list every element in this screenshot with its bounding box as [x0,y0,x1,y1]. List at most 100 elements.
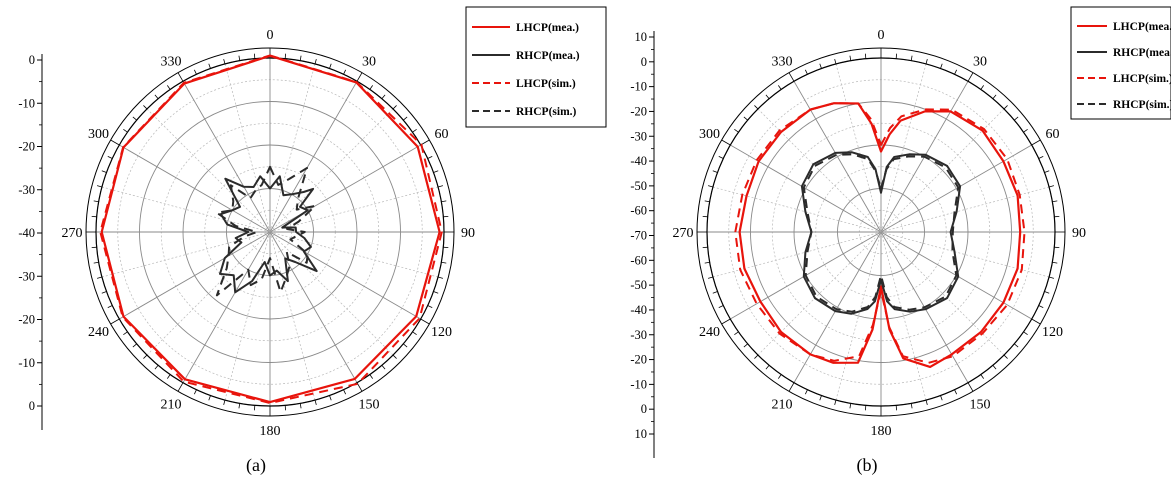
grid-spoke [224,231,271,401]
angle-label: 150 [970,397,991,412]
angle-tick [96,276,103,279]
radial-tick-label: -30 [630,129,647,143]
series-line-rhcp-mea [800,151,962,315]
angle-tick [712,291,718,294]
grid-spoke [146,231,271,356]
angle-tick [804,389,808,395]
angle-tick [403,343,408,348]
angle-label: 60 [1045,127,1059,142]
angle-tick [154,365,159,370]
angle-tick [238,403,241,409]
angle-tick [177,382,184,392]
angle-tick [849,403,852,409]
radial-tick-label: 0 [641,402,647,416]
angle-tick [177,72,184,82]
angle-tick [299,55,302,61]
grid-spoke [757,231,882,356]
angle-tick [1048,276,1055,279]
legend-label: RHCP(mea.) [1113,47,1171,59]
legend-label: LHCP(mea.) [516,22,579,34]
legend-label: LHCP(sim.) [516,78,576,90]
angle-tick [433,291,439,294]
angle-label: 30 [973,55,987,70]
radial-tick-label: -30 [630,328,647,342]
angle-tick [223,399,226,406]
angle-tick [819,395,822,401]
polar-chart-b: 0 30 60 90 120 150 180 210 240 270 300 330 10 0 -10 -20… [630,6,1171,476]
angle-tick [1014,116,1019,121]
grid-spoke [101,186,271,233]
legend-label: RHCP(sim.) [1113,99,1171,111]
angle-tick [193,69,197,75]
series-line-rhcp-sim [802,153,960,313]
grid-spoke [182,231,271,383]
angle-tick [1038,155,1044,159]
radial-tick-label: -10 [630,80,647,94]
angle-tick [910,403,913,409]
angle-tick [707,276,714,279]
radial-tick-label: -50 [630,278,647,292]
angle-tick [123,129,128,133]
angle-tick [980,85,984,90]
angle-tick [107,155,113,159]
angle-label: 330 [161,55,182,70]
grid-spoke [101,231,271,278]
series-line-lhcp-mea [738,102,1022,368]
radial-tick-label: -10 [18,356,35,370]
radial-tick-label: -60 [630,253,647,267]
angle-tick [940,63,943,69]
angle-tick [314,399,317,406]
polar-grid [696,47,1066,417]
angle-tick [1003,105,1008,110]
angle-tick [412,331,417,335]
angle-tick [992,365,997,370]
angle-label: 330 [772,55,793,70]
angle-tick [992,94,997,99]
polar-chart-a: 0 30 60 90 120 150 180 210 240 270 300 330 0 -10 -20 -3… [18,6,607,476]
angle-label: 300 [699,127,720,142]
radial-tick-label: 10 [635,427,648,441]
angle-tick [1052,261,1058,264]
angle-tick [1014,343,1019,348]
angle-tick [420,318,430,325]
angle-tick [734,331,739,335]
series-line-lhcp-mea [100,54,441,404]
legend: LHCP(mea.) RHCP(mea.) LHCP(sim.) RHCP(sim.) [1070,6,1171,120]
angle-tick [967,72,974,82]
angle-tick [299,403,302,409]
angle-tick [107,305,113,309]
radial-tick-label: -20 [18,140,35,154]
angle-tick [967,382,974,392]
angle-label: 270 [673,226,694,241]
radial-tick-label: -10 [18,96,35,110]
angle-tick [925,399,928,406]
radial-tick-label: -60 [630,204,647,218]
series-line-lhcp-sim [99,54,443,404]
grid-spoke [793,81,882,233]
grid-spoke [835,231,882,401]
angle-tick [1044,291,1050,294]
angle-tick [718,305,724,309]
radial-tick-label: -20 [630,353,647,367]
angle-label: 120 [1042,325,1063,340]
angle-tick [1023,129,1028,133]
angle-label: 90 [1072,226,1086,241]
angle-tick [208,63,211,69]
angle-tick [101,170,107,173]
angle-tick [143,354,148,359]
angle-label: 210 [161,397,182,412]
radial-tick-label: 0 [29,399,35,413]
grid-spoke [269,81,358,233]
angle-tick [954,389,958,395]
grid-spoke [269,63,316,233]
angle-tick [356,382,363,392]
angle-tick [778,374,782,379]
angle-tick [778,85,782,90]
radial-axis: 0 -10 -20 -30 -40 -30 -20 -10 0 [18,53,43,430]
radial-tick-label: -30 [18,183,35,197]
angle-tick [743,116,748,121]
angle-label: 240 [699,325,720,340]
chart-caption: (b) [857,455,878,476]
radial-tick-label: -50 [630,179,647,193]
